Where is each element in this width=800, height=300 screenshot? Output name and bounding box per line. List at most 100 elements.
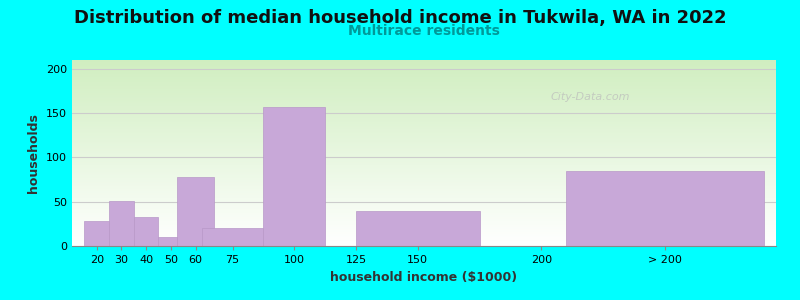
Bar [72, 212, 776, 214]
Bar [72, 115, 776, 116]
Bar [72, 202, 776, 204]
Bar [72, 117, 776, 118]
Bar [72, 105, 776, 106]
Bar [72, 232, 776, 234]
Bar [72, 92, 776, 94]
Bar [263, 107, 325, 246]
Bar [72, 98, 776, 100]
Bar [72, 133, 776, 134]
Bar [72, 184, 776, 185]
Bar [72, 103, 776, 105]
Bar [72, 123, 776, 124]
Bar [72, 155, 776, 157]
Bar [72, 165, 776, 166]
Bar [72, 224, 776, 225]
Bar [72, 61, 776, 62]
Bar [72, 175, 776, 177]
Bar [158, 237, 183, 246]
Bar [72, 210, 776, 211]
Bar [72, 236, 776, 237]
Bar [72, 84, 776, 85]
Bar [72, 95, 776, 96]
Bar [109, 201, 134, 246]
Bar [72, 209, 776, 210]
Bar [72, 102, 776, 104]
Bar [72, 116, 776, 117]
Bar [72, 205, 776, 206]
Bar [72, 211, 776, 212]
Bar [72, 180, 776, 181]
Bar [72, 121, 776, 122]
Bar [72, 237, 776, 238]
Bar [72, 143, 776, 144]
Bar [72, 70, 776, 71]
Bar [72, 235, 776, 236]
Bar [72, 179, 776, 180]
Bar [72, 151, 776, 152]
Bar [72, 79, 776, 80]
Bar [72, 225, 776, 226]
Bar [72, 65, 776, 66]
Bar [72, 68, 776, 69]
Bar [72, 87, 776, 88]
Bar [72, 152, 776, 153]
Bar [72, 198, 776, 199]
Bar [72, 241, 776, 242]
Bar [72, 172, 776, 173]
Bar [72, 74, 776, 75]
Bar [72, 66, 776, 68]
Bar [72, 77, 776, 79]
Bar [72, 167, 776, 168]
Bar [72, 188, 776, 189]
Bar [72, 80, 776, 81]
Bar [72, 149, 776, 151]
Bar [72, 148, 776, 149]
Bar [72, 190, 776, 191]
Bar [72, 90, 776, 91]
Bar [72, 244, 776, 245]
Bar [72, 64, 776, 65]
Bar [72, 182, 776, 183]
Bar [72, 119, 776, 121]
Bar [72, 154, 776, 155]
Bar [72, 162, 776, 163]
Bar [72, 199, 776, 200]
Bar [72, 62, 776, 64]
Bar [72, 134, 776, 136]
Bar [72, 147, 776, 148]
Bar [72, 72, 776, 74]
Bar [72, 159, 776, 160]
Bar [202, 228, 263, 246]
Bar [72, 200, 776, 201]
Bar [72, 144, 776, 145]
Bar [72, 101, 776, 102]
Bar [72, 82, 776, 84]
Bar [72, 141, 776, 142]
Text: City-Data.com: City-Data.com [550, 92, 630, 102]
Bar [72, 194, 776, 195]
Bar [72, 76, 776, 77]
Bar [72, 128, 776, 129]
Bar [72, 240, 776, 241]
Bar [72, 242, 776, 244]
Bar [72, 195, 776, 196]
Title: Multirace residents: Multirace residents [348, 24, 500, 38]
Bar [72, 158, 776, 159]
Bar [72, 137, 776, 138]
Bar [72, 110, 776, 111]
Bar [72, 91, 776, 92]
Bar [72, 191, 776, 193]
Bar [72, 227, 776, 229]
Bar [72, 177, 776, 178]
Bar [72, 169, 776, 170]
Bar [72, 107, 776, 108]
Bar [72, 222, 776, 224]
Bar [72, 196, 776, 198]
Bar [72, 226, 776, 227]
Bar [72, 157, 776, 158]
Bar [72, 185, 776, 187]
Bar [72, 129, 776, 131]
Bar [72, 112, 776, 113]
Bar [72, 219, 776, 220]
Bar [72, 124, 776, 126]
